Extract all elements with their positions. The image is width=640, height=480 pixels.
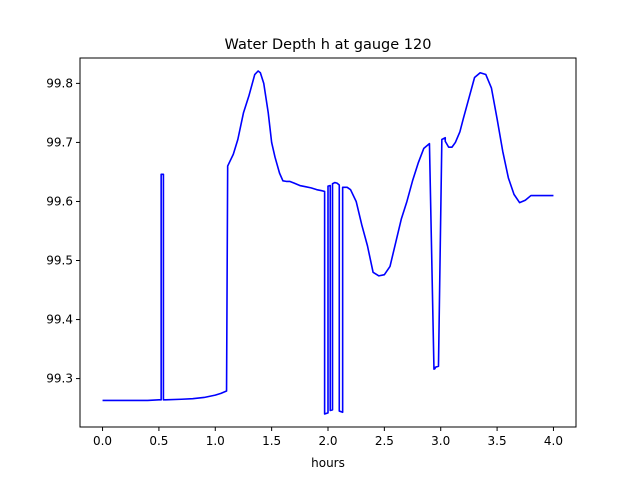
y-axis-ticks: 99.3 99.4 99.5 99.6 99.7 99.8	[46, 76, 80, 386]
x-tick-label: 3.5	[488, 434, 507, 448]
x-axis-label: hours	[311, 456, 345, 470]
x-tick-label: 0.5	[149, 434, 168, 448]
series-line	[102, 70, 554, 415]
y-tick-label: 99.6	[46, 194, 73, 208]
y-tick-label: 99.3	[46, 372, 73, 386]
x-tick-label: 2.5	[375, 434, 394, 448]
y-tick-label: 99.4	[46, 313, 73, 327]
x-tick-label: 0.0	[93, 434, 112, 448]
x-tick-label: 3.0	[431, 434, 450, 448]
y-tick-label: 99.8	[46, 76, 73, 90]
x-axis-ticks: 0.0 0.5 1.0 1.5 2.0 2.5 3.0 3.5 4.0	[93, 427, 563, 448]
x-tick-label: 4.0	[544, 434, 563, 448]
x-tick-label: 1.0	[206, 434, 225, 448]
x-tick-label: 1.5	[262, 434, 281, 448]
x-tick-label: 2.0	[318, 434, 337, 448]
y-tick-label: 99.5	[46, 254, 73, 268]
chart-title: Water Depth h at gauge 120	[225, 37, 432, 53]
series-layer	[102, 70, 554, 415]
y-tick-label: 99.7	[46, 135, 73, 149]
